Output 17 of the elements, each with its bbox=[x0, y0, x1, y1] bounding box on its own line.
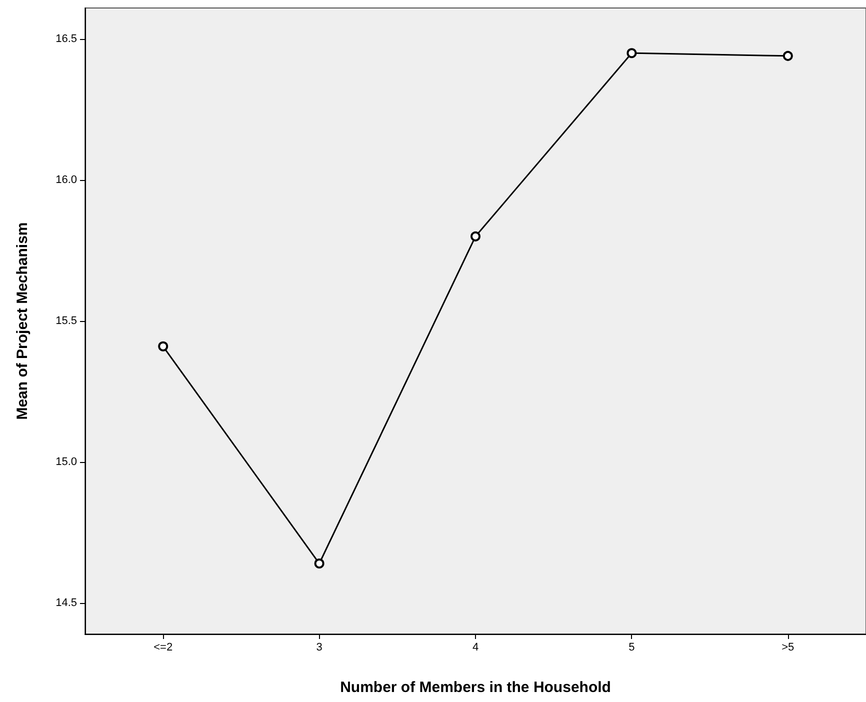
y-tick-label: 15.0 bbox=[56, 456, 77, 468]
y-tick-label: 16.5 bbox=[56, 33, 77, 46]
x-axis-title: Number of Members in the Household bbox=[340, 679, 611, 696]
y-tick-label: 14.5 bbox=[56, 596, 77, 609]
x-tick-label: <=2 bbox=[154, 642, 173, 654]
x-tick-label: 5 bbox=[628, 642, 635, 654]
point bbox=[158, 341, 168, 352]
y-tick-label: 16.0 bbox=[56, 174, 77, 186]
point bbox=[470, 231, 480, 242]
point bbox=[626, 48, 637, 58]
y-tick-label: 15.5 bbox=[56, 315, 77, 327]
point bbox=[782, 50, 793, 61]
x-tick-label: 3 bbox=[316, 642, 322, 654]
point bbox=[314, 558, 324, 568]
x-tick-label: 4 bbox=[472, 642, 479, 654]
x-tick-label: >5 bbox=[782, 642, 794, 654]
y-axis-title: Mean of Project Mechanism bbox=[14, 222, 31, 420]
